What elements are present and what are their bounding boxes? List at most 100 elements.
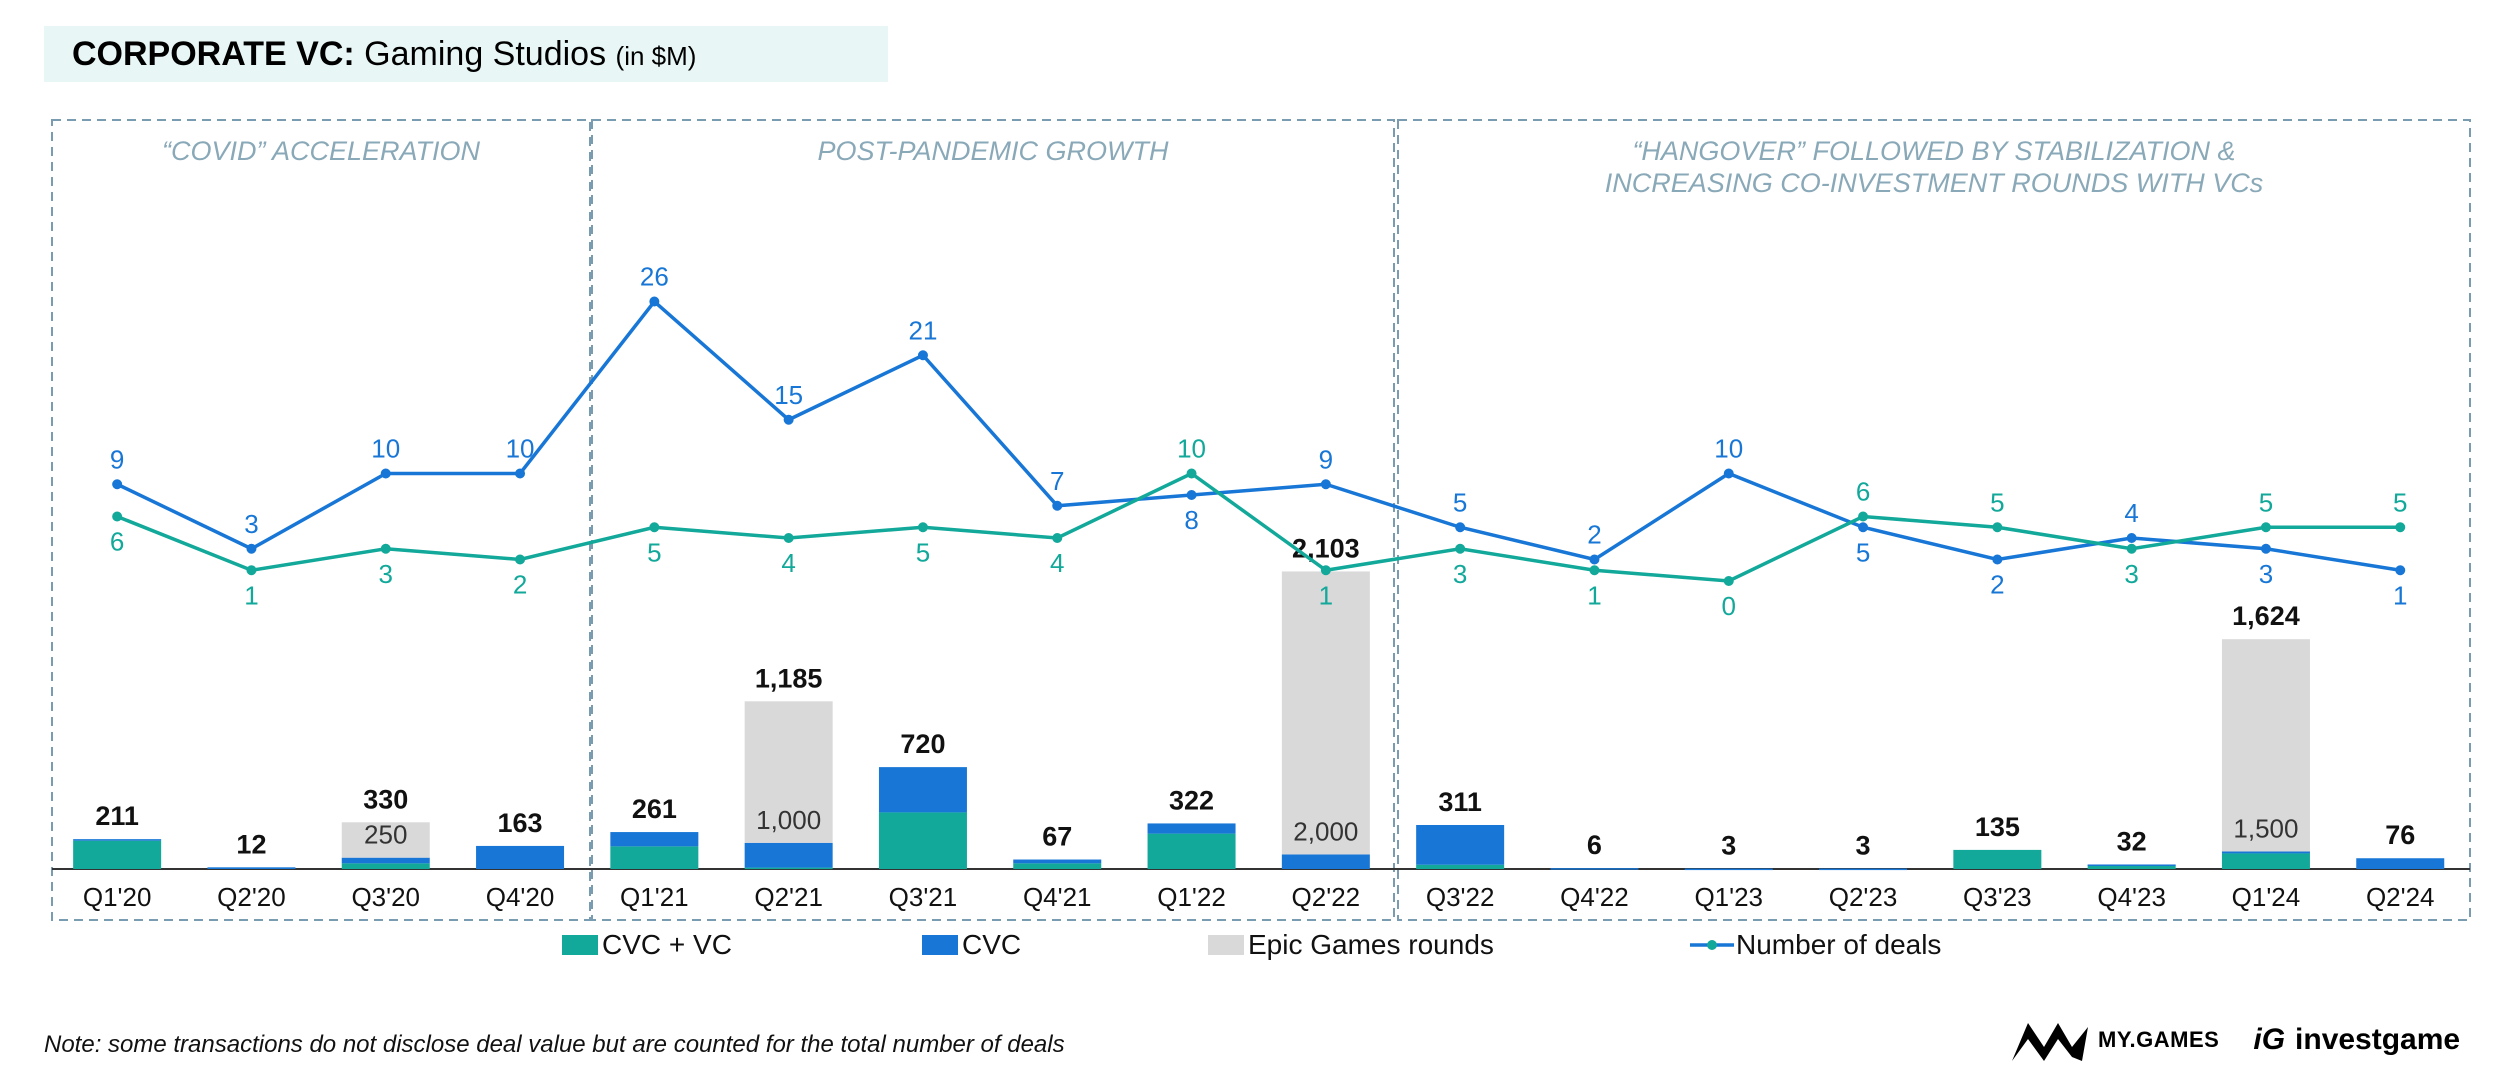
x-tick-label: Q1'24 [2232, 882, 2301, 912]
x-tick-label: Q1'22 [1157, 882, 1226, 912]
bar-total-label: 322 [1169, 785, 1214, 815]
cvc-vc-count-label: 2 [513, 570, 527, 600]
cvc-vc-count-label: 0 [1722, 591, 1736, 621]
line-cvc-vc-deals-point [1186, 468, 1197, 479]
period-box [1397, 119, 2471, 921]
line-cvc-vc-deals-point [2395, 522, 2406, 533]
line-number-of-deals-point [783, 414, 794, 425]
x-tick-label: Q3'23 [1963, 882, 2032, 912]
bar-total-label: 2,103 [1292, 533, 1360, 563]
line-number-of-deals-point [112, 479, 123, 490]
bar-cvc [2356, 858, 2445, 869]
logos: MY.GAMES iG investgame [2010, 1012, 2460, 1068]
cvc-vc-count-label: 1 [244, 580, 258, 610]
deals-count-label: 5 [1856, 537, 1870, 567]
line-number-of-deals-point [1052, 500, 1063, 511]
bar-cvc [1684, 868, 1773, 871]
deals-count-label: 10 [371, 434, 400, 464]
bar-total-label: 12 [236, 829, 266, 859]
line-number-of-deals-point [1723, 468, 1734, 479]
x-tick-label: Q2'20 [217, 882, 286, 912]
legend-label: CVC [962, 929, 1021, 960]
bar-total-label: 311 [1438, 787, 1482, 817]
line-cvc-vc-deals-point [1723, 576, 1734, 586]
bar-total-label: 211 [95, 801, 139, 831]
period-label: “HANGOVER” FOLLOWED BY STABILIZATION & [1632, 136, 2235, 166]
epic-value-label: 2,000 [1293, 816, 1358, 846]
footnote: Note: some transactions do not disclose … [44, 1031, 1065, 1058]
line-number-of-deals-point [1589, 554, 1600, 565]
line-cvc-vc-deals-point [1589, 565, 1600, 576]
bar-cvc-vc [1416, 864, 1505, 869]
line-cvc-vc-deals-point [515, 554, 526, 565]
bar-epic [744, 701, 833, 843]
cvc-vc-count-label: 3 [379, 559, 393, 589]
line-number-of-deals-point [380, 468, 391, 479]
cvc-vc-count-label: 1 [1319, 580, 1333, 610]
bar-total-label: 135 [1975, 812, 2020, 842]
deals-count-label: 26 [640, 262, 669, 292]
bar-cvc [476, 845, 565, 869]
deals-count-label: 15 [774, 380, 803, 410]
line-number-of-deals-point [2260, 543, 2271, 554]
line-number-of-deals-point [2395, 565, 2406, 576]
period-label: POST-PANDEMIC GROWTH [817, 136, 1169, 166]
legend-swatch [562, 935, 598, 955]
period-label: “COVID” ACCELERATION [162, 136, 481, 166]
line-number-of-deals-point [246, 543, 257, 554]
x-tick-label: Q4'20 [486, 882, 555, 912]
bar-total-label: 3 [1721, 831, 1736, 861]
bar-cvc [610, 832, 699, 847]
cvc-vc-count-label: 3 [1453, 559, 1467, 589]
title-unit: (in $M) [615, 40, 697, 71]
bar-total-label: 330 [363, 784, 408, 814]
cvc-vc-count-label: 6 [1856, 477, 1870, 507]
bar-cvc-vc [2087, 864, 2176, 869]
deals-count-label: 3 [244, 509, 258, 539]
line-number-of-deals-point [649, 296, 660, 307]
bar-cvc-vc [610, 846, 699, 869]
legend-label: Epic Games rounds [1248, 929, 1494, 960]
line-cvc-vc-deals-point [917, 522, 928, 533]
line-number-of-deals-point [2126, 533, 2137, 543]
line-cvc-vc-deals-point [1858, 511, 1869, 522]
legend-label: Number of deals [1736, 929, 1941, 960]
deals-count-label: 10 [1714, 434, 1743, 464]
line-number-of-deals-point [1858, 522, 1869, 533]
cvc-vc-count-label: 5 [2393, 487, 2407, 517]
legend-swatch [922, 935, 958, 955]
line-cvc-vc-deals [116, 471, 2401, 583]
line-number-of-deals-point [515, 468, 526, 479]
mygames-logo-icon [2012, 1023, 2088, 1061]
line-cvc-vc-deals-point [2260, 522, 2271, 533]
bar-cvc [1013, 859, 1102, 864]
cvc-vc-count-label: 3 [2124, 559, 2138, 589]
legend-label: CVC + VC [602, 929, 732, 960]
title-sub: Gaming Studios [364, 34, 607, 73]
x-tick-label: Q2'23 [1829, 882, 1898, 912]
bar-cvc-vc [73, 840, 162, 869]
bar-cvc [1819, 868, 1908, 871]
epic-value-label: 250 [364, 820, 407, 850]
x-tick-label: Q2'21 [754, 882, 823, 912]
bar-total-label: 1,624 [2232, 601, 2300, 631]
cvc-vc-count-label: 5 [1990, 487, 2004, 517]
cvc-vc-count-label: 6 [110, 527, 124, 557]
line-cvc-vc-deals-point [1992, 522, 2003, 533]
bar-total-label: 6 [1587, 830, 1602, 860]
deals-count-label: 9 [1319, 444, 1333, 474]
x-tick-label: Q1'23 [1694, 882, 1763, 912]
epic-value-label: 1,000 [756, 805, 821, 835]
bar-cvc [207, 867, 296, 869]
cvc-vc-count-label: 1 [1587, 580, 1601, 610]
bar-total-label: 76 [2385, 820, 2415, 850]
epic-value-label: 1,500 [2233, 813, 2298, 843]
deals-count-label: 21 [908, 315, 937, 345]
line-cvc-vc-deals-point [1320, 565, 1331, 576]
x-tick-label: Q2'22 [1292, 882, 1361, 912]
bar-cvc-vc [878, 812, 967, 869]
line-number-of-deals [116, 298, 2401, 572]
cvc-vc-count-label: 4 [781, 548, 795, 578]
investgame-logo-text: investgame [2295, 1023, 2461, 1056]
cvc-vc-count-label: 5 [916, 537, 930, 567]
